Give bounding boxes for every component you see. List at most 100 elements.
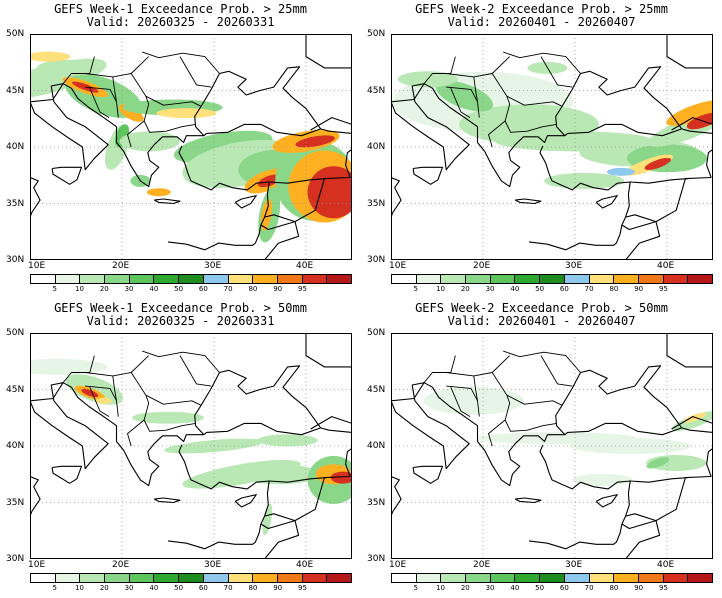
coastline-line (473, 76, 480, 118)
colorbar-level-label: 5 (413, 584, 418, 592)
colorbar-level-label: 10 (75, 584, 84, 592)
coastline-line (473, 375, 480, 417)
coastline-line (85, 56, 150, 78)
colorbar-swatch (80, 574, 106, 582)
coastline-line (666, 34, 713, 69)
colorbar-swatch (614, 275, 639, 283)
colorbar (391, 573, 713, 583)
lon-tick-label: 30E (565, 261, 583, 271)
lon-tick-label: 40E (296, 261, 314, 271)
map-frame (30, 333, 352, 559)
coastline-line (671, 117, 713, 131)
colorbar-level-label: 30 (485, 285, 495, 293)
coastline-line (264, 475, 351, 522)
coastline-line (506, 394, 563, 406)
colorbar-labels: 5 10 20 30 40 50 60 70 80 90 95 (30, 584, 352, 594)
lat-tick-label: 40N (367, 441, 386, 451)
coastline-line (269, 477, 328, 483)
colorbar-level-label: 70 (223, 285, 233, 293)
colorbar (391, 274, 713, 284)
probability-contour (646, 457, 670, 469)
colorbar-level-label: 95 (297, 584, 307, 592)
probability-contour (257, 174, 281, 188)
colorbar-swatch (515, 574, 541, 582)
colorbar-swatch (105, 574, 130, 582)
colorbar-swatch (490, 574, 516, 582)
colorbar-level-label: 50 (174, 584, 184, 592)
colorbar-swatch (253, 574, 278, 582)
coastline-line (310, 117, 352, 131)
coastline-line (423, 56, 456, 84)
coastline-line (305, 333, 352, 368)
colorbar-swatch (228, 275, 254, 283)
lat-tick-label: 35N (6, 198, 25, 209)
colorbar-swatch (154, 574, 180, 582)
lat-tick-label: 50N (367, 29, 386, 39)
lon-tick-label: 10E (28, 560, 46, 570)
coastline-line (85, 86, 117, 103)
coastline-line (127, 372, 150, 447)
colorbar-swatch (589, 574, 615, 582)
colorbar-swatch (416, 275, 442, 283)
coastline-line (706, 148, 713, 178)
coastline-line (681, 427, 713, 433)
colorbar-level-label: 90 (634, 584, 644, 592)
colorbar-swatch (302, 574, 328, 582)
colorbar-level-label: 70 (223, 584, 233, 592)
colorbar-swatch (638, 574, 664, 582)
coastline-line (528, 145, 631, 251)
coastline-line (446, 56, 511, 78)
coastline-line (345, 148, 352, 178)
coastline-line (62, 365, 322, 487)
probability-contour (330, 471, 352, 484)
colorbar-swatch (392, 275, 417, 283)
colorbar-swatch (638, 275, 664, 283)
coastline-line (391, 83, 470, 171)
lat-tick-label: 50N (6, 328, 25, 338)
lat-tick-label: 30N (6, 554, 25, 564)
lon-tick-label: 40E (657, 560, 675, 570)
coastline-line (143, 120, 196, 133)
colorbar-swatch (663, 574, 689, 582)
colorbar-level-label: 40 (510, 584, 520, 592)
colorbar-level-label: 95 (297, 285, 307, 293)
coastline-line (412, 465, 444, 484)
coastline-line (143, 419, 196, 432)
coastline-line (30, 176, 41, 218)
coastline-line (450, 387, 471, 417)
precip-probability-map (30, 34, 352, 260)
panel-title: GEFS Week-1 Exceedance Prob. > 50mm (54, 301, 307, 315)
colorbar-swatch (203, 275, 229, 283)
map-panel-week1-50mm: GEFS Week-1 Exceedance Prob. > 50mm Vali… (0, 299, 361, 598)
coastline-line (540, 56, 573, 88)
colorbar-swatch (466, 574, 491, 582)
colorbar-swatch (277, 574, 303, 582)
coastline-line (706, 447, 713, 477)
probability-contour (260, 199, 273, 231)
probability-contour (36, 59, 97, 76)
coastline-line (153, 497, 181, 504)
colorbar-level-label: 10 (75, 285, 84, 293)
coastline-line (514, 497, 542, 504)
coastline-line (269, 178, 328, 184)
precip-probability-map (391, 34, 713, 260)
colorbar-swatch (203, 574, 229, 582)
coastline-line (234, 494, 257, 508)
probability-contour (644, 157, 672, 171)
lat-tick-label: 45N (6, 85, 25, 96)
colorbar-swatch (688, 574, 712, 582)
lon-tick-label: 20E (473, 261, 491, 271)
probability-contour (132, 411, 204, 424)
lat-tick-label: 45N (6, 384, 25, 395)
coastline-line (145, 394, 202, 406)
coastline-line (488, 73, 511, 148)
lon-tick-label: 40E (296, 560, 314, 570)
coastline-line (391, 475, 402, 517)
lat-tick-label: 30N (367, 554, 386, 564)
coastline-line (345, 447, 352, 477)
lat-tick-label: 30N (6, 255, 25, 265)
coastline-line (391, 176, 402, 218)
coastline-line (89, 88, 110, 118)
coastline-line (681, 128, 713, 134)
colorbar-swatch (688, 275, 712, 283)
